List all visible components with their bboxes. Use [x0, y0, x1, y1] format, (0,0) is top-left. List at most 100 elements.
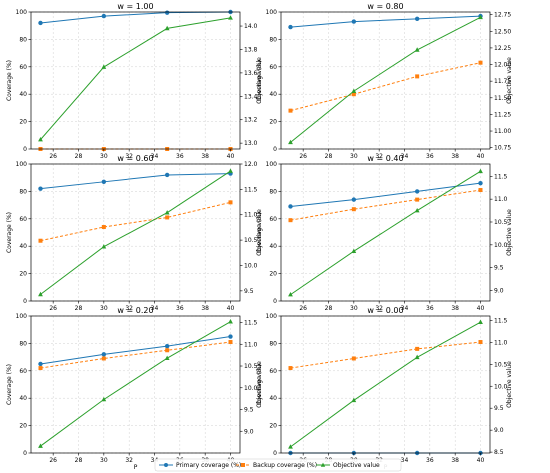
x-tick-label: 34: [401, 457, 409, 464]
x-tick-label: 36: [426, 305, 434, 312]
objective-series-line: [290, 16, 481, 143]
objective-point: [351, 397, 357, 403]
objective-point: [101, 64, 107, 69]
y-tick-label-left: 60: [269, 64, 277, 71]
subplot-6: 26 28 30 32 34 36 38 40 0 20 40 60 80 100 8.5 9.0 9.5 10.…: [256, 306, 513, 464]
objective-series-line: [290, 321, 481, 448]
subplot-3: 26 28 30 32 34 36 38 40 0 20 40 60 80 100 9.5 10.0 10.5 1…: [6, 154, 263, 312]
axes-frame: [30, 315, 241, 454]
x-tick-label: 26: [299, 305, 307, 312]
primary-point: [414, 16, 420, 22]
legend-label: Primary coverage (%): [176, 462, 241, 469]
x-tick-label: 34: [401, 305, 409, 312]
objective-series-line: [290, 170, 481, 296]
y-tick-label-right: 11.5: [244, 186, 258, 193]
x-tick-label: 26: [299, 153, 307, 160]
y-tick-label-right: 13.6: [244, 70, 258, 77]
x-tick-label: 32: [375, 153, 383, 160]
subplot-2: 26 28 30 32 34 36 38 40 0 20 40 60 80 100 10.75 11.00 11…: [256, 2, 513, 160]
x-tick-label: 28: [325, 153, 333, 160]
objective-series-line: [40, 17, 231, 140]
objective-point: [414, 207, 420, 213]
objective-point: [38, 443, 43, 448]
backup-point: [478, 60, 483, 65]
y-tick-label-left: 20: [19, 271, 27, 278]
y-axis-label-right: Objective value: [256, 361, 263, 408]
y-tick-label-left: 40: [269, 243, 277, 250]
backup-series-line: [290, 62, 481, 112]
y-tick-label-left: 40: [269, 91, 277, 98]
x-tick-label: 32: [375, 305, 383, 312]
objective-series-line: [40, 321, 231, 447]
objective-series-line: [40, 170, 231, 295]
backup-point: [415, 197, 420, 202]
primary-point: [164, 10, 170, 15]
y-axis-label-right: Objective value: [506, 57, 513, 104]
y-tick-label-left: 80: [269, 36, 277, 43]
y-tick-label-right: 11.0: [494, 196, 508, 203]
primary-point: [288, 204, 293, 209]
y-tick-label-left: 0: [23, 298, 27, 305]
y-tick-label-left: 60: [19, 368, 27, 375]
x-tick-label: 30: [350, 305, 358, 312]
subplot-title: w = 0.80: [367, 2, 403, 11]
y-tick-label-right: 10.0: [244, 262, 258, 269]
backup-point: [415, 74, 420, 79]
x-tick-label: 28: [75, 457, 83, 464]
objective-point: [288, 444, 293, 449]
y-tick-label-left: 80: [19, 188, 27, 195]
x-tick-label: 38: [451, 457, 459, 464]
y-tick-label-left: 80: [19, 340, 27, 347]
y-tick-label-right: 11.5: [494, 317, 508, 324]
y-tick-label-right: 13.2: [244, 117, 258, 124]
objective-point: [478, 14, 483, 20]
y-tick-label-left: 20: [269, 271, 277, 278]
backup-point: [288, 108, 293, 113]
y-axis-label-left: Coverage (%): [256, 364, 263, 405]
subplot-1: 26 28 30 32 34 36 38 40 0 20 40 60 80 100 13.0 13.2 13.4…: [6, 2, 263, 160]
x-tick-label: 38: [201, 305, 209, 312]
y-tick-label-right: 13.8: [244, 46, 258, 53]
x-tick-label: 26: [49, 153, 57, 160]
y-axis-label-right: Objective value: [506, 361, 513, 408]
objective-point: [101, 244, 107, 249]
y-tick-label-right: 9.5: [494, 265, 504, 272]
backup-point: [288, 366, 293, 371]
y-tick-label-left: 40: [19, 243, 27, 250]
grid-lines: [31, 315, 240, 454]
subplot-title: w = 0.00: [367, 306, 403, 315]
backup-series-line: [290, 189, 481, 221]
backup-series-line: [40, 201, 231, 242]
y-axis-label-left: Coverage (%): [6, 212, 13, 253]
y-tick-label-right: 9.5: [244, 288, 254, 295]
y-tick-label-left: 80: [269, 340, 277, 347]
x-tick-label: 30: [100, 153, 108, 160]
x-tick-label: 36: [176, 153, 184, 160]
x-tick-label: 28: [75, 153, 83, 160]
grid-lines: [31, 163, 240, 302]
backup-point: [415, 346, 420, 351]
y-tick-label-left: 20: [269, 119, 277, 126]
x-tick-label: 38: [451, 153, 459, 160]
primary-series-line: [40, 173, 231, 190]
y-tick-label-right: 11.75: [494, 78, 511, 85]
legend-box: [154, 458, 402, 472]
primary-point: [288, 24, 293, 30]
backup-point: [228, 340, 233, 345]
grid-lines: [281, 11, 490, 150]
y-tick-label-left: 100: [16, 161, 28, 168]
objective-point: [38, 291, 43, 297]
backup-series-line: [290, 341, 481, 369]
y-tick-label-right: 9.5: [244, 407, 254, 414]
primary-point: [414, 189, 420, 194]
x-tick-label: 34: [151, 305, 159, 312]
y-tick-label-left: 60: [269, 368, 277, 375]
y-tick-label-right: 11.00: [494, 128, 511, 135]
y-tick-label-right: 11.0: [494, 339, 508, 346]
y-tick-label-right: 12.50: [494, 28, 511, 35]
primary-point: [351, 197, 357, 202]
objective-legend-marker: [320, 462, 326, 467]
backup-point: [478, 188, 483, 193]
backup-point: [288, 218, 293, 223]
x-tick-label: 40: [477, 305, 485, 312]
